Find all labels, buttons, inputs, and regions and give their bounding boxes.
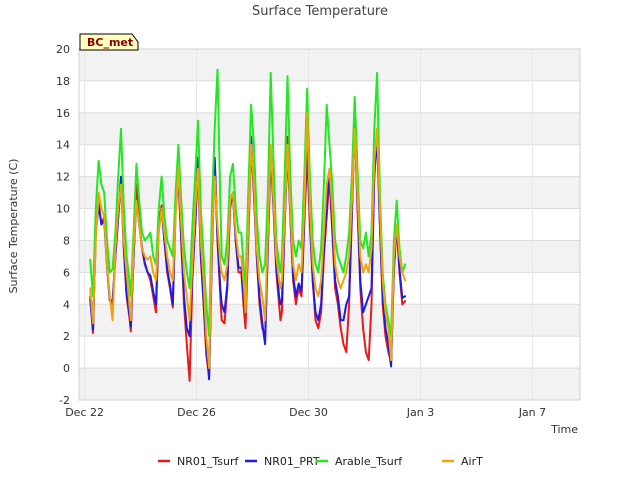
- x-tick-label: Jan 3: [406, 406, 434, 419]
- legend: NR01_Tsurf NR01_PRT Arable_Tsurf AirT: [158, 455, 483, 468]
- background-band: [79, 368, 580, 400]
- legend-label-nr01-tsurf: NR01_Tsurf: [177, 455, 239, 468]
- y-tick-label: 10: [56, 203, 70, 216]
- background-band: [79, 49, 580, 81]
- y-tick-label: 18: [56, 75, 70, 88]
- x-axis-ticks: Dec 22 Dec 26 Dec 30 Jan 3 Jan 7: [65, 406, 546, 419]
- site-badge: BC_met: [79, 33, 139, 51]
- x-tick-label: Jan 7: [518, 406, 546, 419]
- y-tick-label: 8: [63, 234, 70, 247]
- legend-label-airt: AirT: [461, 455, 483, 468]
- background-band: [79, 304, 580, 337]
- y-tick-label: 12: [56, 171, 70, 184]
- series-lines: [89, 68, 407, 382]
- legend-label-nr01-prt: NR01_PRT: [264, 455, 320, 468]
- y-tick-label: 2: [63, 330, 70, 343]
- site-badge-box: [79, 33, 139, 51]
- background-band: [79, 240, 580, 273]
- x-axis-label: Time: [550, 423, 578, 436]
- plot-area-frame: [78, 48, 581, 401]
- y-tick-label: 4: [63, 298, 70, 311]
- grid-lines: [79, 48, 580, 401]
- x-tick-label: Dec 22: [65, 406, 104, 419]
- x-tick-label: Dec 30: [289, 406, 328, 419]
- y-tick-label: 14: [56, 139, 70, 152]
- x-tick-label: Dec 26: [177, 406, 216, 419]
- site-badge-label: BC_met: [87, 36, 133, 49]
- y-tick-label: -2: [59, 394, 70, 407]
- y-axis-ticks: -2 0 2 4 6 8 10 12 14 16 18 20: [56, 43, 70, 407]
- plot-background-bands: [79, 49, 580, 400]
- y-tick-label: 6: [63, 266, 70, 279]
- y-axis-label: Surface Temperature (C): [7, 159, 20, 294]
- chart-title: Surface Temperature: [252, 4, 388, 19]
- y-tick-label: 16: [56, 107, 70, 120]
- y-tick-label: 20: [56, 43, 70, 56]
- y-tick-label: 0: [63, 362, 70, 375]
- series-line-airt: [89, 111, 407, 370]
- legend-label-arable-tsurf: Arable_Tsurf: [335, 455, 403, 468]
